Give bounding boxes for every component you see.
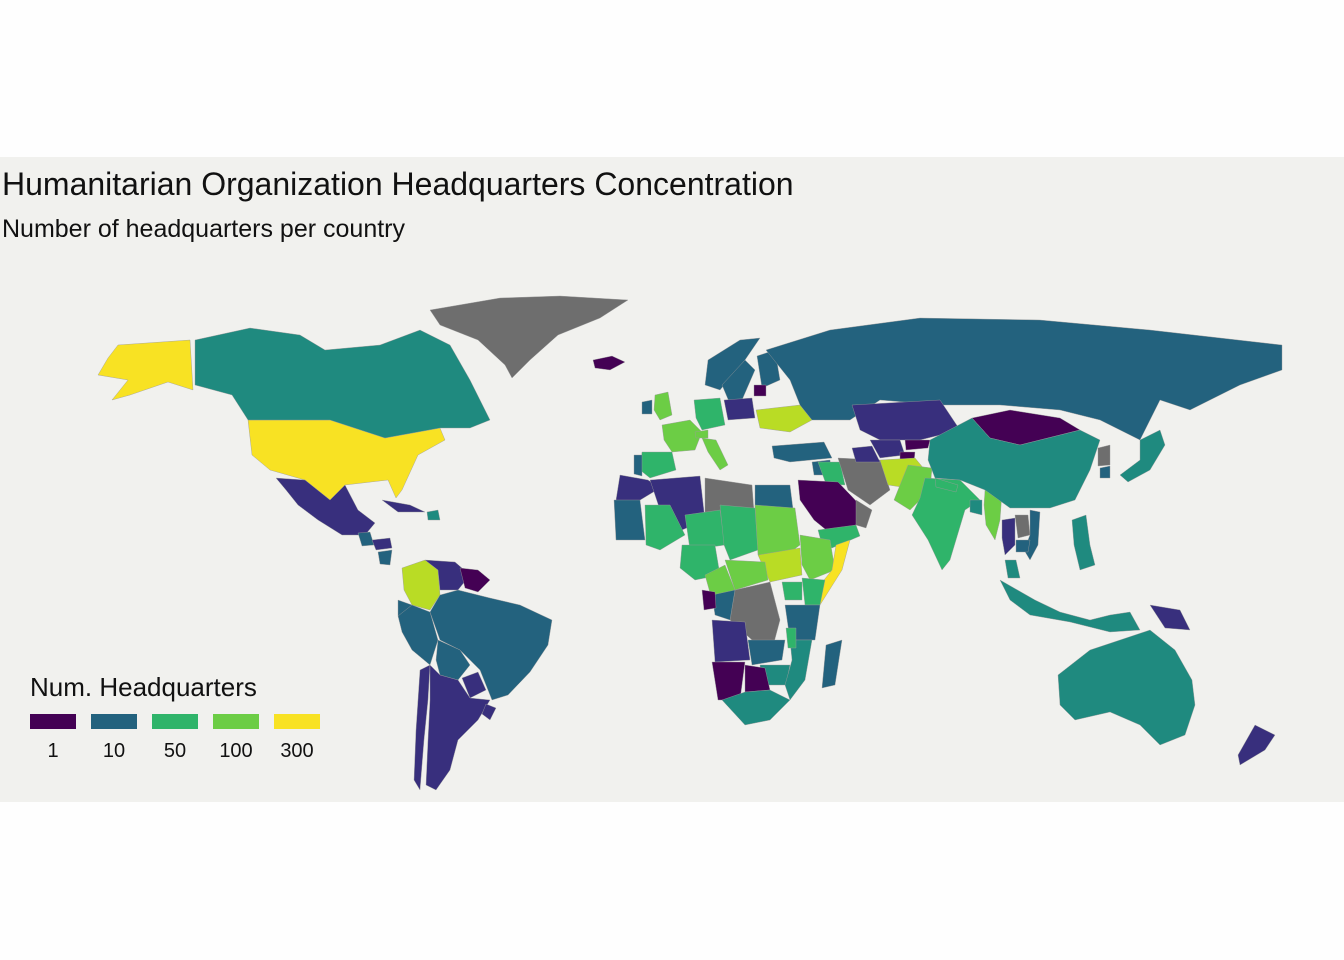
country-iceland — [592, 355, 626, 371]
country-paraguay — [461, 671, 487, 699]
country-north-korea — [1097, 444, 1111, 467]
chart-subtitle: Number of headquarters per country — [2, 215, 405, 243]
country-cuba — [381, 499, 426, 513]
legend-label-10: 10 — [102, 740, 126, 762]
country-gabon — [701, 589, 717, 611]
country-ireland — [641, 399, 653, 415]
legend-label-50: 50 — [163, 740, 187, 762]
country-united-kingdom — [653, 391, 673, 421]
country-ukraine — [755, 404, 813, 433]
legend-title: Num. Headquarters — [30, 672, 257, 702]
country-nicaragua — [377, 549, 393, 566]
country-greenland — [429, 295, 629, 379]
country-australia — [1057, 629, 1196, 746]
country-malaysia — [1004, 559, 1021, 579]
country-japan — [1119, 429, 1166, 483]
country-oman — [855, 499, 873, 529]
country-colombia — [401, 559, 441, 611]
country-thailand — [1001, 517, 1016, 556]
chart-title: Humanitarian Organization Headquarters C… — [2, 166, 794, 202]
country-indonesia — [999, 579, 1141, 633]
country-spain — [639, 451, 677, 479]
legend-label-1: 1 — [47, 740, 59, 762]
country-alaska — [97, 339, 194, 401]
legend-swatch-300 — [274, 714, 320, 729]
legend-label-300: 300 — [280, 740, 314, 762]
country-argentina — [425, 664, 491, 791]
legend-swatch-50 — [152, 714, 198, 729]
country-uganda — [781, 581, 803, 601]
country-angola — [711, 619, 751, 663]
country-germany — [693, 397, 726, 431]
country-ethiopia — [799, 534, 836, 581]
country-mexico — [275, 477, 376, 536]
country-nepal — [934, 477, 959, 493]
country-niger — [684, 509, 726, 551]
country-morocco — [615, 474, 661, 506]
country-guatemala — [357, 531, 375, 547]
country-uruguay — [481, 703, 497, 721]
country-guyana — [459, 567, 491, 593]
country-turkmenistan — [851, 445, 881, 463]
country-turkey — [771, 441, 833, 463]
country-poland — [723, 397, 756, 421]
legend-swatch-10 — [91, 714, 137, 729]
country-portugal — [633, 454, 643, 477]
country-south-africa — [721, 689, 791, 726]
country-madagascar — [821, 639, 843, 689]
country-brazil — [429, 589, 553, 701]
country-lithuania — [753, 384, 767, 397]
country-laos — [1014, 514, 1031, 539]
legend-label-100: 100 — [219, 740, 253, 762]
country-new-zealand — [1237, 724, 1276, 766]
country-chad — [719, 504, 759, 561]
country-france — [661, 419, 703, 453]
legend-swatch-100 — [213, 714, 259, 729]
country-cambodia — [1015, 539, 1031, 553]
country-mauritania — [613, 499, 646, 541]
country-china — [927, 417, 1101, 509]
country-kyrgyzstan — [904, 439, 931, 451]
country-chile — [413, 664, 431, 791]
country-mali — [644, 504, 686, 551]
country-mozambique — [784, 639, 813, 701]
country-haiti — [426, 509, 441, 521]
country-italy — [701, 437, 729, 471]
country-philippines — [1071, 514, 1096, 571]
country-iraq — [817, 461, 846, 486]
legend-swatch-1 — [30, 714, 76, 729]
country-papua-new-guinea — [1149, 604, 1191, 631]
country-canada — [194, 327, 491, 439]
country-central-african-republic — [724, 559, 769, 591]
country-switzerland — [694, 429, 709, 439]
country-malawi — [785, 627, 797, 649]
country-peru — [397, 604, 439, 666]
country-zambia — [747, 639, 786, 666]
country-india — [911, 477, 981, 571]
country-south-korea — [1099, 465, 1111, 479]
country-bangladesh — [969, 499, 983, 516]
country-honduras — [371, 537, 393, 551]
